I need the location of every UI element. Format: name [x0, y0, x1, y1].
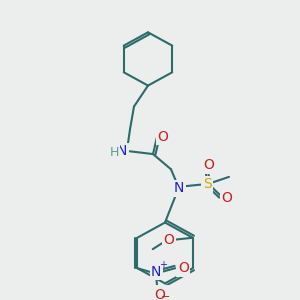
Text: S: S	[202, 178, 211, 191]
Text: O: O	[204, 158, 214, 172]
Text: O: O	[158, 130, 168, 144]
Text: O: O	[178, 261, 189, 275]
Text: −: −	[160, 292, 170, 300]
Text: O: O	[163, 233, 174, 247]
Text: N: N	[174, 181, 184, 195]
Text: O: O	[154, 288, 165, 300]
Text: O: O	[222, 191, 232, 205]
Text: N: N	[117, 144, 127, 158]
Text: +: +	[159, 260, 167, 270]
Text: N: N	[151, 265, 161, 279]
Text: H: H	[109, 146, 119, 159]
